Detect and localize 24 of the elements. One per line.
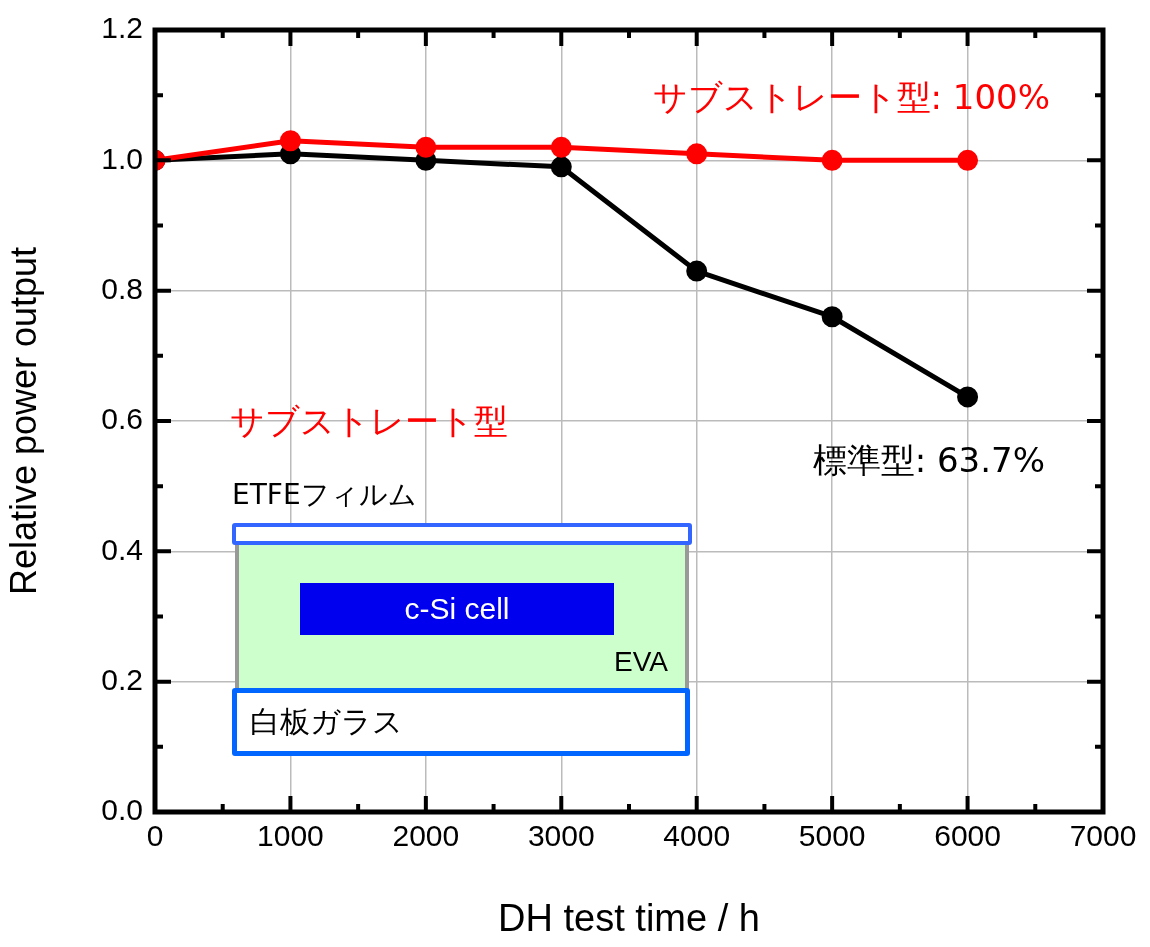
x-axis-title: DH test time / h — [498, 896, 760, 939]
annotation: EVA — [614, 646, 668, 678]
y-tick-label: 0.4 — [101, 532, 143, 566]
y-tick-label: 0.6 — [101, 402, 143, 436]
annotation: c-Si cell — [300, 583, 614, 635]
annotation: 標準型: 63.7% — [812, 439, 1045, 480]
x-tick-label: 1000 — [257, 819, 324, 853]
y-tick-label: 0.2 — [101, 662, 143, 696]
y-axis-title: Relative power output — [2, 246, 44, 596]
x-tick-label: 3000 — [527, 819, 595, 853]
x-tick-label: 7000 — [1069, 819, 1137, 853]
x-tick-label: 4000 — [663, 819, 731, 853]
x-tick-label: 2000 — [392, 819, 460, 853]
y-tick-label: 1.0 — [101, 141, 143, 175]
annotation: 白板ガラス — [250, 703, 403, 741]
annotation: サブストレート型: 100% — [652, 76, 1050, 117]
annotation: ETFEフィルム — [232, 477, 417, 513]
annotation: サブストレート型 — [230, 400, 508, 441]
x-tick-label: 5000 — [798, 819, 866, 853]
x-tick-label: 0 — [146, 819, 164, 853]
y-tick-label: 0.0 — [101, 793, 143, 827]
y-tick-label: 1.2 — [101, 11, 143, 45]
y-tick-label: 0.8 — [101, 271, 143, 305]
x-tick-label: 6000 — [934, 819, 1001, 853]
